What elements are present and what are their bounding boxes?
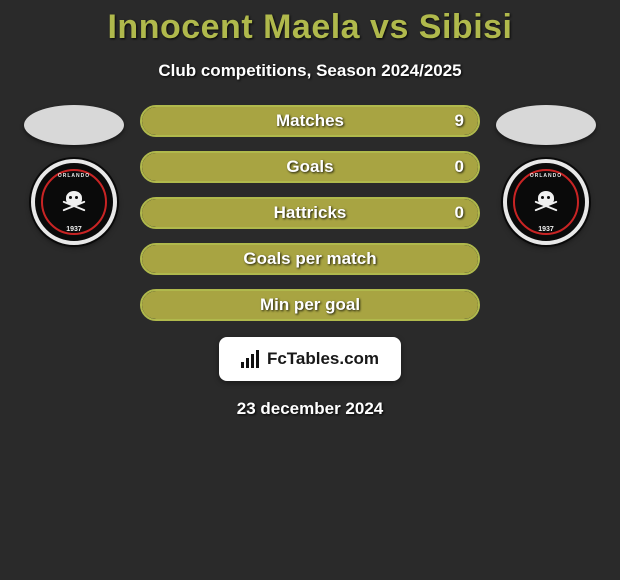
brand-suffix: .com [339,349,379,368]
stat-label: Goals per match [142,245,478,273]
brand-box[interactable]: FcTables.com [219,337,401,381]
stat-value-right: 0 [455,153,464,181]
stat-bar: Goals per match [140,243,480,275]
main-row: ORLANDO 1937 Matches 9 Goals 0 [0,105,620,321]
page-subtitle: Club competitions, Season 2024/2025 [158,61,461,81]
stat-bar: Goals 0 [140,151,480,183]
page-title: Innocent Maela vs Sibisi [107,8,512,47]
stat-label: Goals [142,153,478,181]
stat-bar: Hattricks 0 [140,197,480,229]
stat-bars: Matches 9 Goals 0 Hattricks 0 Goals per … [140,105,480,321]
player-right-col: ORLANDO 1937 [496,105,596,245]
player-right-photo-placeholder [496,105,596,145]
stat-bar: Min per goal [140,289,480,321]
club-year: 1937 [538,226,554,233]
stat-label: Matches [142,107,478,135]
club-year: 1937 [66,226,82,233]
stat-bar: Matches 9 [140,105,480,137]
stat-label: Min per goal [142,291,478,319]
player-left-photo-placeholder [24,105,124,145]
stat-value-right: 9 [455,107,464,135]
player-left-col: ORLANDO 1937 [24,105,124,245]
bars-icon [241,350,259,368]
club-text-top: ORLANDO [58,173,90,179]
club-badge-left: ORLANDO 1937 [31,159,117,245]
club-text-top: ORLANDO [530,173,562,179]
stat-label: Hattricks [142,199,478,227]
skull-icon [533,189,559,215]
skull-icon [61,189,87,215]
stat-value-right: 0 [455,199,464,227]
brand-name: FcTables [267,349,339,368]
club-badge-right: ORLANDO 1937 [503,159,589,245]
comparison-card: Innocent Maela vs Sibisi Club competitio… [0,0,620,419]
date-text: 23 december 2024 [237,399,384,419]
brand-text: FcTables.com [267,349,379,369]
